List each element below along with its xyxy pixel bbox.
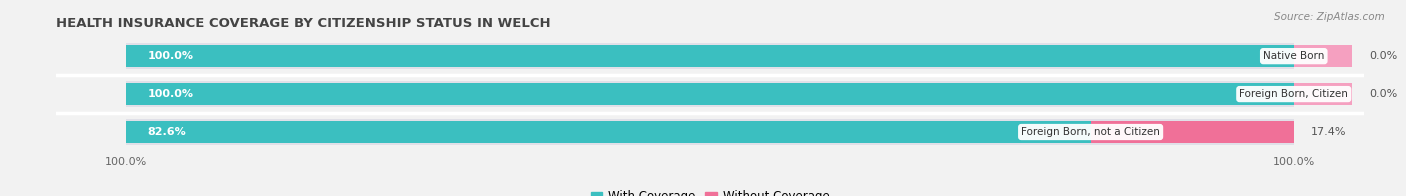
Bar bbox=[127, 81, 1294, 107]
Legend: With Coverage, Without Coverage: With Coverage, Without Coverage bbox=[586, 186, 834, 196]
Bar bbox=[127, 121, 1091, 143]
Text: 100.0%: 100.0% bbox=[148, 51, 193, 61]
Bar bbox=[1294, 45, 1353, 67]
Bar bbox=[127, 83, 1294, 105]
Bar bbox=[1091, 121, 1294, 143]
Text: 100.0%: 100.0% bbox=[148, 89, 193, 99]
Text: 17.4%: 17.4% bbox=[1312, 127, 1347, 137]
Text: Foreign Born, not a Citizen: Foreign Born, not a Citizen bbox=[1021, 127, 1160, 137]
Text: Foreign Born, Citizen: Foreign Born, Citizen bbox=[1239, 89, 1348, 99]
Bar bbox=[127, 45, 1294, 67]
Bar bbox=[127, 43, 1294, 69]
Text: 0.0%: 0.0% bbox=[1369, 89, 1398, 99]
Text: Native Born: Native Born bbox=[1263, 51, 1324, 61]
Bar bbox=[1294, 83, 1353, 105]
Text: HEALTH INSURANCE COVERAGE BY CITIZENSHIP STATUS IN WELCH: HEALTH INSURANCE COVERAGE BY CITIZENSHIP… bbox=[56, 17, 551, 30]
Text: 0.0%: 0.0% bbox=[1369, 51, 1398, 61]
Text: 82.6%: 82.6% bbox=[148, 127, 186, 137]
Bar bbox=[127, 119, 1294, 145]
Text: Source: ZipAtlas.com: Source: ZipAtlas.com bbox=[1274, 12, 1385, 22]
